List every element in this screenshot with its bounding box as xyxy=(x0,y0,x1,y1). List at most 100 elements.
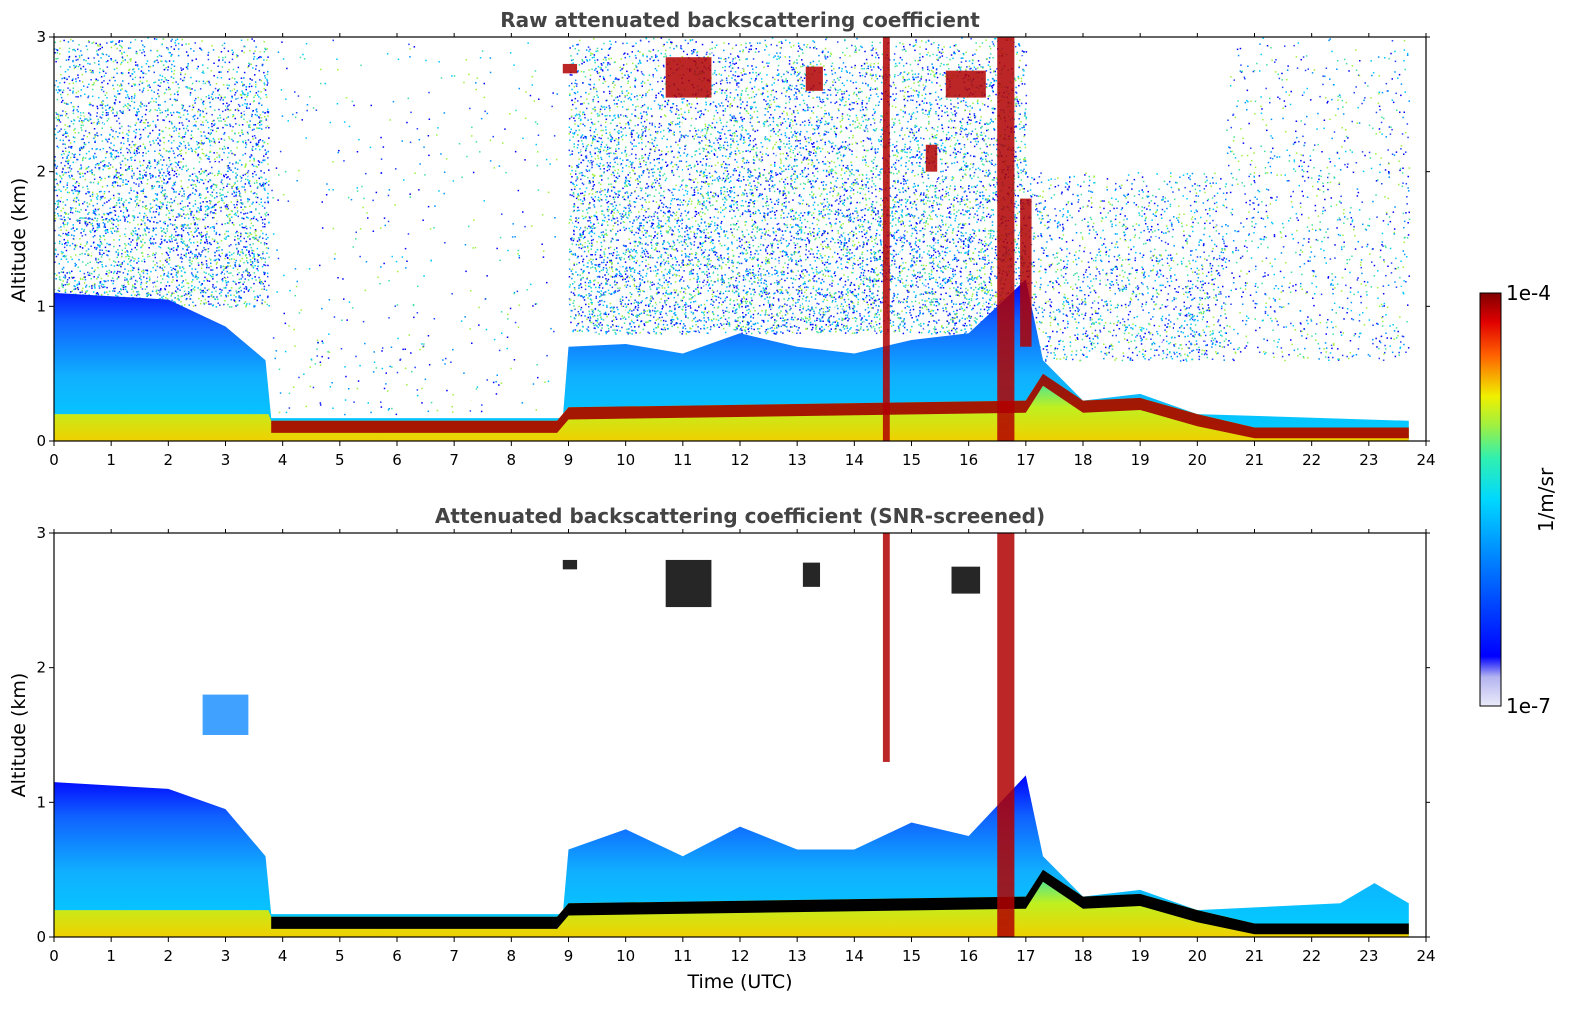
noise-pixel xyxy=(76,92,78,94)
noise-pixel xyxy=(137,178,139,180)
noise-pixel xyxy=(188,248,190,250)
noise-pixel xyxy=(198,142,200,144)
noise-pixel xyxy=(59,227,61,229)
noise-pixel xyxy=(220,295,222,297)
noise-pixel xyxy=(251,247,253,249)
noise-pixel xyxy=(226,282,228,284)
noise-pixel xyxy=(216,281,218,283)
noise-pixel xyxy=(160,247,162,249)
noise-pixel xyxy=(64,158,66,160)
noise-pixel xyxy=(181,234,183,236)
noise-pixel xyxy=(185,76,187,78)
noise-pixel xyxy=(158,290,160,292)
noise-pixel xyxy=(122,132,124,134)
noise-pixel xyxy=(199,171,201,173)
noise-pixel xyxy=(192,149,194,151)
noise-pixel xyxy=(226,186,228,188)
noise-pixel xyxy=(164,266,166,268)
noise-pixel xyxy=(131,264,133,266)
noise-pixel xyxy=(230,125,232,127)
noise-pixel xyxy=(158,254,160,256)
noise-pixel xyxy=(235,92,237,94)
noise-pixel xyxy=(247,179,249,181)
noise-pixel xyxy=(89,158,91,160)
noise-pixel xyxy=(118,199,120,201)
noise-pixel xyxy=(231,153,233,155)
noise-pixel xyxy=(217,118,219,120)
noise-pixel xyxy=(225,56,227,58)
noise-pixel xyxy=(247,212,249,214)
noise-pixel xyxy=(139,89,141,91)
noise-pixel xyxy=(208,267,210,269)
noise-pixel xyxy=(197,287,199,289)
noise-pixel xyxy=(64,107,65,109)
noise-pixel xyxy=(78,111,80,113)
noise-pixel xyxy=(134,294,136,296)
noise-pixel xyxy=(132,239,134,241)
noise-pixel xyxy=(571,170,573,172)
noise-pixel xyxy=(120,225,122,227)
noise-pixel xyxy=(171,71,173,73)
noise-pixel xyxy=(264,75,266,77)
noise-pixel xyxy=(205,272,207,274)
noise-pixel xyxy=(265,94,267,96)
noise-pixel xyxy=(256,219,258,221)
noise-pixel xyxy=(173,112,175,114)
noise-pixel xyxy=(84,201,86,203)
noise-pixel xyxy=(142,190,144,192)
noise-pixel xyxy=(694,241,696,243)
noise-pixel xyxy=(176,128,178,130)
noise-pixel xyxy=(201,159,203,161)
noise-pixel xyxy=(70,209,72,211)
noise-pixel xyxy=(166,285,168,287)
noise-pixel xyxy=(245,163,247,165)
noise-pixel xyxy=(266,243,268,245)
noise-pixel xyxy=(217,220,219,222)
noise-pixel xyxy=(237,108,239,110)
noise-pixel xyxy=(103,253,105,255)
noise-pixel xyxy=(75,290,77,292)
noise-pixel xyxy=(161,192,163,194)
noise-pixel xyxy=(152,286,154,288)
noise-pixel xyxy=(58,206,60,208)
noise-pixel xyxy=(63,272,65,274)
noise-pixel xyxy=(121,285,123,287)
noise-pixel xyxy=(197,180,199,182)
noise-pixel xyxy=(170,112,172,114)
noise-pixel xyxy=(129,222,131,224)
noise-pixel xyxy=(82,196,84,198)
noise-pixel xyxy=(63,256,65,258)
noise-pixel xyxy=(97,198,99,200)
noise-pixel xyxy=(161,268,163,270)
noise-pixel xyxy=(258,128,260,130)
noise-pixel xyxy=(194,256,196,258)
noise-pixel xyxy=(229,297,231,299)
noise-pixel xyxy=(150,238,152,240)
noise-pixel xyxy=(93,228,95,230)
noise-pixel xyxy=(73,65,75,67)
noise-pixel xyxy=(69,283,71,285)
noise-pixel xyxy=(177,52,179,54)
noise-pixel xyxy=(93,82,95,84)
noise-pixel xyxy=(249,235,251,237)
noise-pixel xyxy=(143,170,145,172)
noise-pixel xyxy=(209,281,211,283)
noise-pixel xyxy=(131,166,133,168)
noise-pixel xyxy=(104,239,106,241)
noise-pixel xyxy=(219,142,221,144)
noise-pixel xyxy=(102,196,104,198)
noise-pixel xyxy=(135,136,137,138)
noise-pixel xyxy=(157,119,159,121)
noise-pixel xyxy=(71,107,73,109)
noise-pixel xyxy=(140,77,142,79)
noise-pixel xyxy=(67,163,69,165)
noise-pixel xyxy=(268,222,270,224)
noise-pixel xyxy=(234,184,236,186)
noise-pixel xyxy=(262,184,264,186)
noise-pixel xyxy=(164,120,166,122)
noise-pixel xyxy=(224,233,226,235)
noise-pixel xyxy=(220,267,222,269)
noise-pixel xyxy=(106,230,108,232)
noise-pixel xyxy=(158,212,160,214)
noise-pixel xyxy=(221,97,223,99)
